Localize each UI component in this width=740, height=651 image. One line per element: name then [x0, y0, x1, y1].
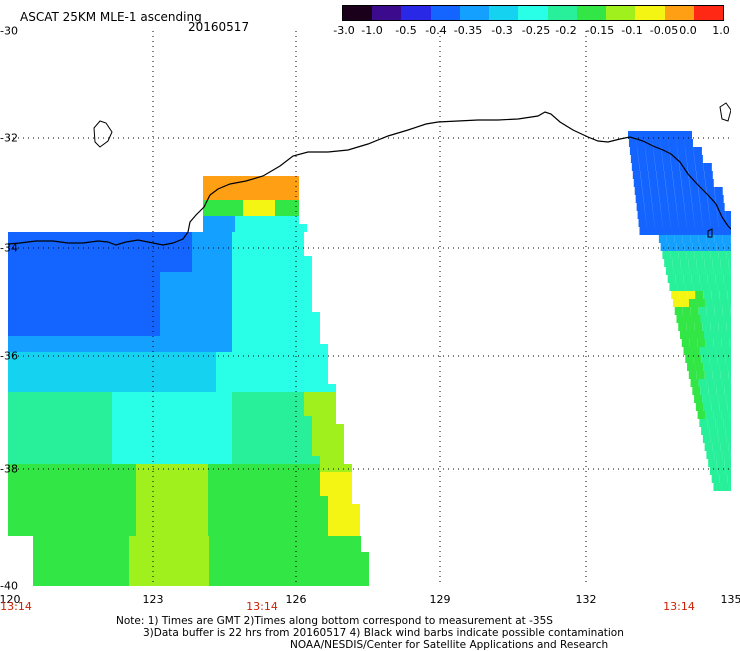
colorbar-swatch [694, 6, 723, 20]
colorbar-swatch [401, 6, 430, 20]
time-label: 13:14 [0, 600, 32, 613]
title: ASCAT 25KM MLE-1 ascending [20, 10, 202, 24]
colorbar-swatch [518, 6, 547, 20]
time-label: 13:14 [663, 600, 695, 613]
longitude-label: 126 [286, 593, 307, 606]
longitude-label: 132 [576, 593, 597, 606]
island [720, 103, 731, 121]
note-line-2: 3)Data buffer is 22 hrs from 20160517 4)… [143, 627, 624, 639]
swath-left [8, 176, 369, 586]
swath-right [628, 131, 731, 491]
note-line-3: NOAA/NESDIS/Center for Satellite Applica… [290, 639, 608, 651]
colorbar-swatch [548, 6, 577, 20]
colorbar-swatch [489, 6, 518, 20]
colorbar-swatch [635, 6, 664, 20]
island [94, 121, 112, 147]
colorbar-swatch [606, 6, 635, 20]
map-plot [8, 31, 731, 586]
latitude-label: -30 [0, 25, 18, 38]
longitude-label: 135 [721, 593, 740, 606]
time-label: 13:14 [246, 600, 278, 613]
colorbar-swatch [460, 6, 489, 20]
latitude-label: -34 [0, 242, 18, 255]
colorbar-swatch [577, 6, 606, 20]
colorbar-swatch [431, 6, 460, 20]
longitude-label: 129 [430, 593, 451, 606]
latitude-label: -38 [0, 463, 18, 476]
colorbar-swatch [665, 6, 694, 20]
longitude-label: 123 [143, 593, 164, 606]
colorbar [342, 5, 724, 21]
latitude-label: -36 [0, 350, 18, 363]
coastline [8, 112, 731, 245]
note-line-1: Note: 1) Times are GMT 2)Times along bot… [116, 615, 553, 627]
colorbar-swatch [343, 6, 372, 20]
colorbar-swatch [372, 6, 401, 20]
latitude-label: -40 [0, 580, 18, 593]
latitude-label: -32 [0, 132, 18, 145]
